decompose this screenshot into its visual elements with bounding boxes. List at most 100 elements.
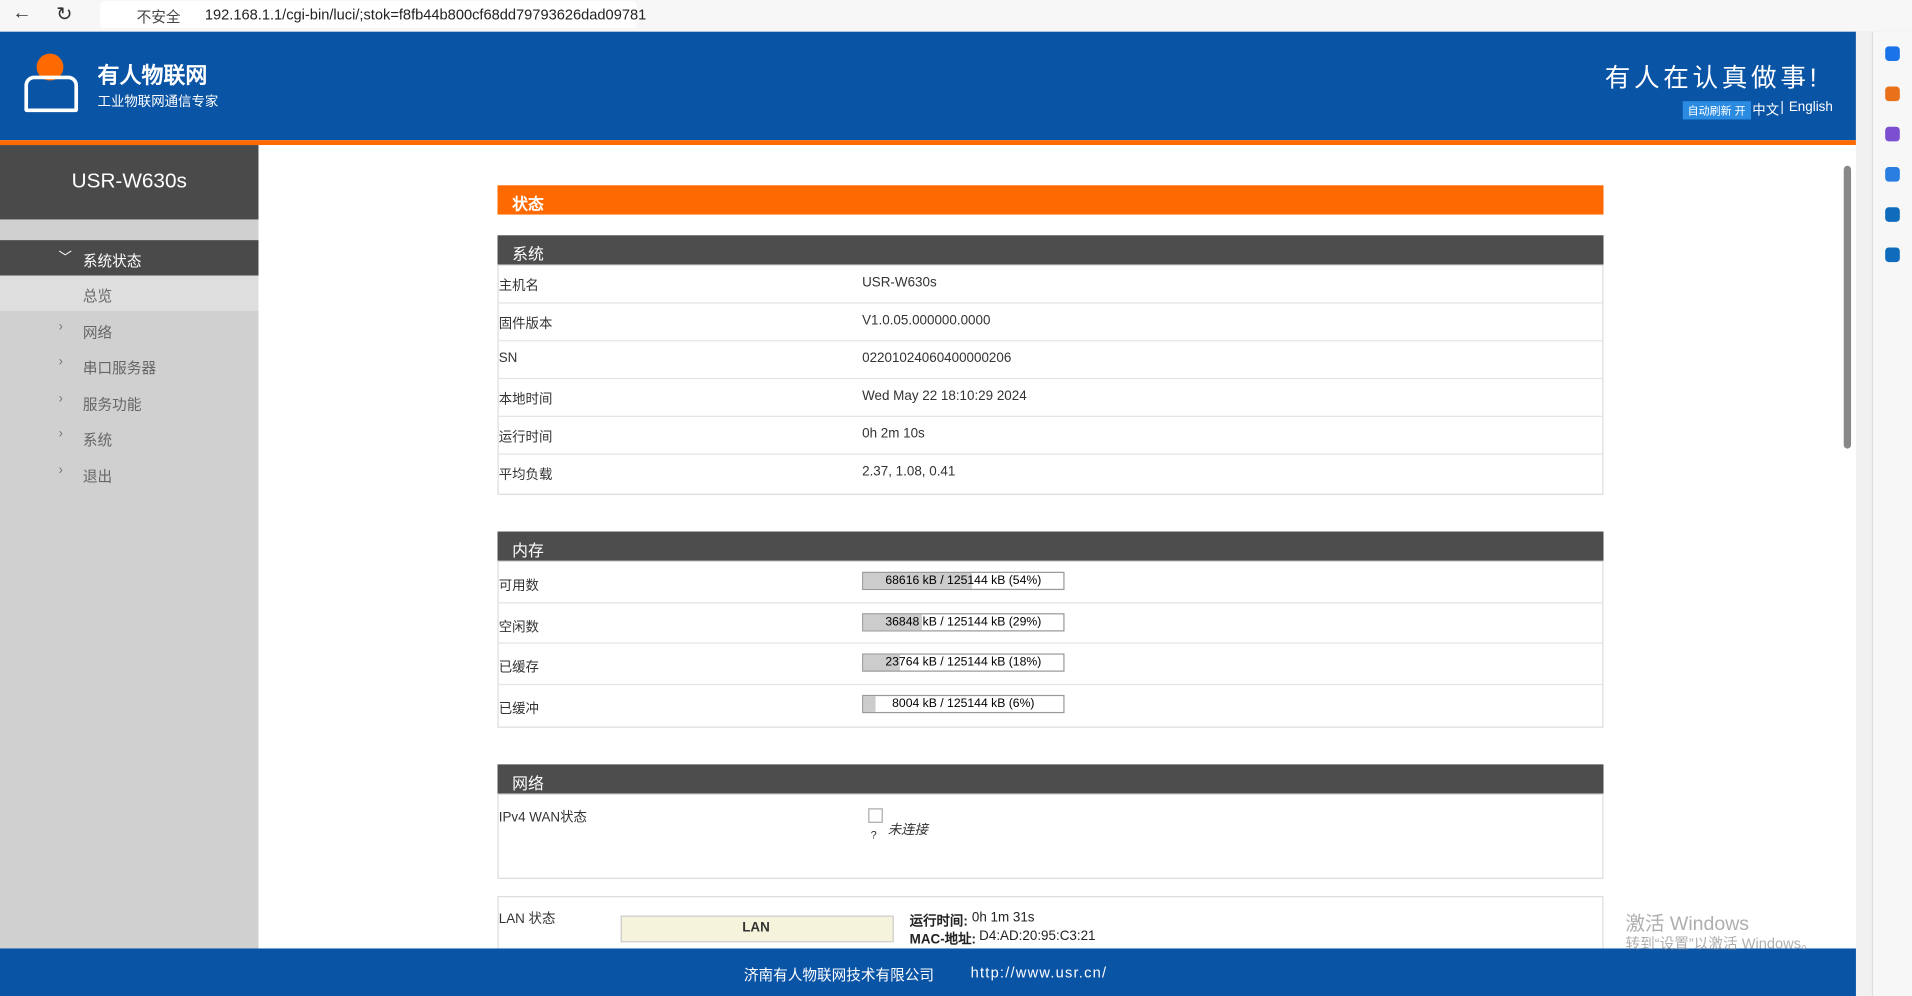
menu-arrow: ﹀ — [58, 251, 72, 266]
row-divider — [497, 642, 1604, 645]
row-label: SN — [498, 351, 518, 366]
section-title: 系统 — [512, 245, 544, 264]
section-title: 网络 — [512, 774, 544, 793]
row-value: V1.0.05.000000.0000 — [862, 313, 991, 328]
progress-text: 23764 kB / 125144 kB (18%) — [885, 656, 1042, 670]
row-value: USR-W630s — [862, 275, 937, 291]
menu-arrow: › — [58, 390, 64, 406]
footer — [0, 948, 1856, 996]
menu-item[interactable]: 网络 — [82, 323, 113, 341]
progress-fill — [863, 655, 900, 671]
side-icon[interactable] — [1885, 46, 1900, 61]
logo-body — [24, 75, 79, 113]
address-bar[interactable] — [99, 1, 637, 29]
header — [0, 31, 1856, 141]
page-title-bar — [497, 185, 1604, 215]
menu-item[interactable]: 系统状态 — [82, 252, 142, 270]
progress-text: 68616 kB / 125144 kB (54%) — [885, 574, 1042, 588]
reload-button[interactable]: ↻ — [56, 4, 73, 26]
content: 状态系统主机名 USR-W630s 固件版本 V1.0.05.000000.0000 S… — [258, 145, 1856, 949]
menu-item[interactable]: 系统 — [82, 431, 113, 449]
menu-item[interactable]: 退出 — [82, 467, 113, 485]
progress-fill — [863, 696, 876, 713]
progress-fill — [863, 614, 922, 630]
submenu-active — [0, 275, 259, 311]
scroll-thumb — [1843, 165, 1852, 449]
menu-arrow: › — [58, 426, 64, 442]
side-icon[interactable] — [1885, 247, 1900, 263]
row-value: 2.37, 1.08, 0.41 — [862, 464, 956, 480]
row-label: 空闲数 — [498, 620, 539, 635]
side-icon[interactable] — [1885, 86, 1900, 102]
section-header — [497, 764, 1604, 794]
browser-side-panel — [1871, 31, 1912, 996]
lan-table-title: LAN — [742, 920, 770, 936]
row-label: 可用数 — [498, 579, 539, 594]
progress-text: 8004 kB / 125144 kB (6%) — [892, 697, 1035, 711]
section-box — [497, 264, 1604, 495]
wan-icon-text: ? — [870, 828, 877, 842]
lan-info-key: MAC-地址: — [909, 932, 976, 948]
row-label: 固件版本 — [498, 316, 553, 332]
auto-refresh[interactable]: 自动刷新 开 — [1682, 101, 1751, 120]
row-divider — [497, 415, 1604, 417]
security-label: 不安全 — [136, 8, 181, 26]
url-text: 192.168.1.1/cgi-bin/luci/;stok=f8fb44b80… — [204, 6, 647, 24]
watermark-title: 激活 Windows — [1625, 914, 1750, 936]
menu-item[interactable]: 服务功能 — [82, 395, 142, 413]
footer-company: 济南有人物联网技术有限公司 — [743, 966, 935, 984]
progress-bar: 8004 kB / 125144 kB (6%) — [862, 695, 1065, 714]
sidebar-head — [0, 145, 259, 220]
brand: 有人物联网 — [97, 63, 208, 88]
lan-label: LAN 状态 — [498, 911, 556, 927]
section-box — [497, 560, 1604, 728]
progress-text: 36848 kB / 125144 kB (29%) — [885, 615, 1042, 629]
lang-en[interactable]: English — [1788, 99, 1833, 115]
row-divider — [497, 340, 1604, 342]
device-name: USR-W630s — [71, 169, 187, 193]
menu-arrow: › — [58, 354, 64, 370]
page-title: 状态 — [512, 195, 544, 214]
row-label: 已缓冲 — [498, 702, 539, 717]
menu-item[interactable]: 串口服务器 — [82, 359, 157, 377]
lang-zh[interactable]: 中文 — [1752, 103, 1780, 119]
lan-info-value: D4:AD:20:95:C3:21 — [979, 928, 1096, 944]
row-divider — [497, 684, 1604, 686]
wan-icon — [868, 808, 883, 823]
section-box — [497, 896, 1604, 949]
row-label: 平均负载 — [498, 468, 553, 483]
section-header — [497, 235, 1604, 265]
lan-table-header — [620, 915, 894, 943]
side-icon[interactable] — [1885, 207, 1900, 222]
submenu-item[interactable]: 总览 — [82, 287, 113, 305]
menu-arrow: › — [58, 462, 64, 478]
side-icon[interactable] — [1885, 167, 1900, 182]
row-value: 0h 2m 10s — [862, 426, 925, 442]
row-divider — [497, 601, 1604, 604]
slogan: 有人在认真做事! — [1604, 64, 1821, 93]
lang-sep: | — [1780, 99, 1784, 115]
footer-url[interactable]: http://www.usr.cn/ — [970, 964, 1108, 982]
back-button[interactable]: ← — [12, 2, 32, 24]
progress-bar: 23764 kB / 125144 kB (18%) — [862, 653, 1065, 673]
row-divider — [497, 302, 1604, 304]
row-label: 主机名 — [498, 279, 539, 294]
lan-info-value: 0h 1m 31s — [971, 910, 1035, 926]
wan-status: 未连接 — [887, 822, 928, 838]
row-label: 本地时间 — [498, 392, 553, 408]
row-label: 已缓存 — [498, 661, 539, 676]
row-value: 02201024060400000206 — [862, 351, 1012, 366]
progress-bar: 36848 kB / 125144 kB (29%) — [862, 612, 1065, 632]
header-accent — [0, 140, 1856, 146]
section-box — [497, 793, 1604, 879]
row-divider — [497, 453, 1604, 455]
scrollbar — [1855, 31, 1872, 996]
progress-bar: 68616 kB / 125144 kB (54%) — [862, 571, 1065, 591]
menu-arrow: › — [58, 318, 64, 334]
side-icon[interactable] — [1885, 126, 1900, 142]
row-value: Wed May 22 18:10:29 2024 — [862, 388, 1027, 404]
section-header — [497, 531, 1604, 561]
lan-info-key: 运行时间: — [909, 914, 968, 929]
